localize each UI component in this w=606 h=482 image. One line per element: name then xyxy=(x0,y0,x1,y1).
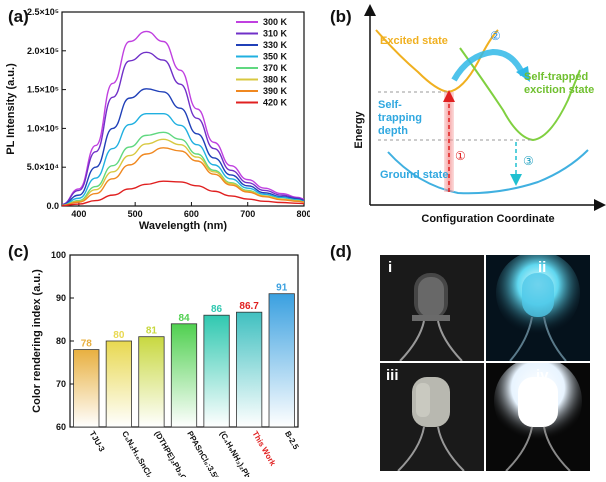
x-tick-label: 400 xyxy=(71,209,86,219)
bar xyxy=(203,314,230,428)
legend-label: 310 K xyxy=(263,29,288,39)
pl-spectra-chart: (a) 400 500 600 700 800 0.0 5.0×10⁴ 1.0×10⁵ 1.5×… xyxy=(5,7,312,232)
ground-state-label: Ground state xyxy=(380,169,448,181)
photo-label-ii: ii xyxy=(538,259,547,276)
panel-label-c: (c) xyxy=(8,242,29,261)
bar xyxy=(73,349,100,428)
category-label: This Work xyxy=(250,430,277,468)
depth-label: Self- trapping depth xyxy=(378,99,425,137)
ste-curve xyxy=(459,47,581,142)
excited-state-label: Excited state xyxy=(380,35,448,47)
legend-label: 370 K xyxy=(263,63,288,73)
legend-label: 300 K xyxy=(263,17,288,27)
depth-label-line3: depth xyxy=(378,125,408,137)
y-tick-label: 2.0×10⁵ xyxy=(27,46,59,56)
legend-label: 390 K xyxy=(263,86,288,96)
x-tick-label: 500 xyxy=(128,209,143,219)
panel-label-d-wrap: (d) xyxy=(330,242,352,261)
series-line-300K xyxy=(61,30,305,206)
y-tick-label: 90 xyxy=(56,293,66,303)
y-tick-label: 2.5×10⁵ xyxy=(27,7,59,17)
bar-value-label: 81 xyxy=(146,326,158,337)
bar-value-label: 80 xyxy=(113,330,125,341)
legend-label: 330 K xyxy=(263,40,288,50)
y-tick-label: 100 xyxy=(51,250,66,260)
panel-label-d: (d) xyxy=(330,242,352,261)
x-axis-label: Wavelength (nm) xyxy=(139,220,228,232)
y-tick-label: 80 xyxy=(56,336,66,346)
ste-label: Self-trapped excition state xyxy=(524,71,594,96)
photo-label-iii: iii xyxy=(386,367,399,384)
energy-axis-label: Energy xyxy=(353,110,365,148)
panel-b: (b) Energy Configuration Coordinate ① ② … xyxy=(318,0,606,235)
y-tick-label: 1.0×10⁵ xyxy=(27,123,59,133)
y-tick-label: 0.0 xyxy=(46,201,59,211)
series-line-380K xyxy=(61,138,305,207)
ste-label-line2: excition state xyxy=(524,84,594,96)
series-line-330K xyxy=(61,88,305,206)
config-axis-label: Configuration Coordinate xyxy=(421,213,554,225)
x-tick-label: 800 xyxy=(296,209,310,219)
step-2-marker: ② xyxy=(490,29,501,43)
bar-value-label: 91 xyxy=(276,283,288,294)
bar-value-label: 78 xyxy=(81,339,93,350)
photo-led-clear-off: i xyxy=(380,255,484,361)
photo-led-coated-on: iv xyxy=(486,363,590,471)
category-label: B-2.5 xyxy=(283,430,301,452)
depth-label-line1: Self- xyxy=(378,99,402,111)
bar xyxy=(236,311,263,428)
y-axis-label: Color rendering index (a.u.) xyxy=(31,269,43,413)
depth-label-line2: trapping xyxy=(378,112,422,124)
energy-diagram: (b) Energy Configuration Coordinate ① ② … xyxy=(330,4,606,225)
series-line-390K xyxy=(61,147,305,207)
photo-label-i: i xyxy=(388,259,393,276)
bar xyxy=(170,323,198,428)
panel-a: (a) 400 500 600 700 800 0.0 5.0×10⁴ 1.0×10⁵ 1.5×… xyxy=(0,0,312,235)
photo-label-iv: iv xyxy=(536,367,549,384)
series-line-420K xyxy=(61,180,305,207)
panel-d: (d) i ii xyxy=(318,237,606,477)
y-axis-label: PL Intensity (a.u.) xyxy=(5,63,17,155)
relaxation-arrowhead xyxy=(516,66,530,82)
step-3-marker: ③ xyxy=(523,154,534,168)
bar-value-label: 86 xyxy=(211,304,223,315)
led-coated-on-image xyxy=(494,363,582,471)
y-tick-label: 5.0×10⁴ xyxy=(27,162,59,172)
photo-led-coated-off: iii xyxy=(380,363,484,471)
bar-value-label: 84 xyxy=(178,313,190,324)
category-label: C₅N₂H₁₆SnCl₆ xyxy=(120,430,155,478)
y-tick-label: 70 xyxy=(56,379,66,389)
led-coated-off-image xyxy=(397,377,465,471)
bar xyxy=(138,336,165,428)
y-tick-label: 1.5×10⁵ xyxy=(27,85,59,95)
category-label: TJU-3 xyxy=(88,430,107,454)
bar xyxy=(268,293,295,428)
bar-value-label: 86.7 xyxy=(239,301,259,312)
x-tick-label: 700 xyxy=(240,209,255,219)
ground-state-curve xyxy=(387,149,589,195)
legend-label: 350 K xyxy=(263,52,288,62)
legend-label: 380 K xyxy=(263,75,288,85)
relaxation-arrow xyxy=(451,48,526,82)
y-tick-label: 60 xyxy=(56,422,66,432)
plot-frame xyxy=(61,11,305,207)
x-tick-label: 600 xyxy=(184,209,199,219)
ste-label-line1: Self-trapped xyxy=(524,71,588,83)
panel-label-a: (a) xyxy=(8,7,29,26)
panel-c: (c) 60 70 80 90 100 Color rendering index (a.… xyxy=(0,237,310,482)
led-clear-on-image xyxy=(496,255,580,361)
bar xyxy=(105,340,132,428)
photo-led-clear-on: ii xyxy=(486,255,590,361)
led-clear-off-image xyxy=(399,273,463,361)
series-line-310K xyxy=(61,51,305,206)
panel-label-b: (b) xyxy=(330,7,352,26)
series-line-350K xyxy=(61,112,305,206)
step-1-marker: ① xyxy=(455,149,466,163)
cri-bar-chart: (c) 60 70 80 90 100 Color rendering index (a.… xyxy=(8,242,301,482)
legend-label: 420 K xyxy=(263,98,288,108)
